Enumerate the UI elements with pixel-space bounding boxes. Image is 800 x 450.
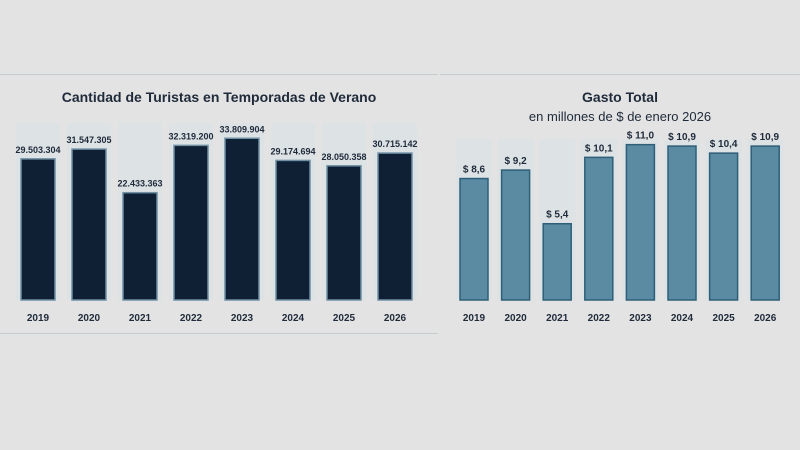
- chart1-bar-2025: [708, 152, 739, 301]
- chart1-tick-2021: 2021: [546, 313, 569, 324]
- chart0-tick-2023: 2023: [231, 313, 254, 324]
- chart0-data-label-2022: 32.319.200: [168, 131, 213, 141]
- chart0-data-label-2021: 22.433.363: [117, 179, 162, 189]
- spending-chart-svg: $ 8,6 2019 $ 9,2 2020 $ 5,4 2021 $ 10,1 2022 $ 1…: [456, 131, 784, 324]
- chart0-tick-2019: 2019: [27, 313, 50, 324]
- chart1-bar-2022: [584, 156, 614, 301]
- chart0-bar-2022: [173, 144, 209, 301]
- chart1-tick-2024: 2024: [671, 313, 694, 324]
- chart0-bar-2026: [377, 152, 413, 301]
- chart1-bar-2021: [542, 222, 572, 301]
- chart1-tick-2025: 2025: [712, 313, 735, 324]
- chart1-bar-2019: [459, 177, 489, 301]
- chart0-data-label-2025: 28.050.358: [321, 152, 366, 162]
- chart0-tick-2024: 2024: [282, 313, 305, 324]
- spending-chart-subtitle: en millones de $ de enero 2026: [528, 109, 712, 124]
- chart1-data-label-2025: $ 10,4: [710, 139, 738, 150]
- chart0-data-label-2019: 29.503.304: [15, 145, 60, 155]
- chart1-data-label-2021: $ 5,4: [546, 210, 569, 221]
- chart1-data-label-2020: $ 9,2: [504, 156, 527, 167]
- tourists-chart-svg: 29.503.304 2019 31.547.305 2020 22.433.363 20…: [15, 123, 418, 324]
- chart1-tick-2019: 2019: [463, 313, 486, 324]
- chart1-tick-2022: 2022: [588, 313, 611, 324]
- chart0-tick-2020: 2020: [78, 313, 101, 324]
- chart0-data-label-2026: 30.715.142: [372, 139, 417, 149]
- chart1-data-label-2019: $ 8,6: [463, 165, 486, 176]
- chart1-tick-2023: 2023: [629, 313, 652, 324]
- chart0-tick-2022: 2022: [180, 313, 203, 324]
- tourists-chart-title: Cantidad de Turistas en Temporadas de Ve…: [61, 89, 377, 105]
- chart1-tick-2020: 2020: [504, 313, 527, 324]
- chart0-bar-2025: [326, 165, 362, 301]
- chart0-bar-2023: [224, 137, 260, 301]
- chart0-tick-2021: 2021: [129, 313, 152, 324]
- chart0-bar-2019: [20, 158, 56, 301]
- chart0-bar-2020: [71, 148, 107, 301]
- chart1-tick-2026: 2026: [754, 313, 777, 324]
- chart1-data-label-2024: $ 10,9: [668, 132, 696, 143]
- chart0-tick-2026: 2026: [384, 313, 407, 324]
- chart1-bar-2024: [667, 145, 697, 301]
- chart1-bar-2020: [500, 169, 531, 301]
- tourists-chart-panel: Cantidad de Turistas en Temporadas de Ve…: [0, 74, 438, 334]
- chart1-bar-2023: [625, 143, 656, 301]
- chart1-data-label-2023: $ 11,0: [627, 131, 655, 142]
- spending-chart-title: Gasto Total: [582, 89, 658, 105]
- chart0-bar-2024: [275, 159, 311, 301]
- chart1-data-label-2022: $ 10,1: [585, 143, 613, 154]
- chart0-bar-2021: [122, 191, 158, 301]
- chart0-tick-2025: 2025: [333, 313, 356, 324]
- chart1-data-label-2026: $ 10,9: [751, 132, 779, 143]
- chart0-data-label-2024: 29.174.694: [270, 146, 315, 156]
- chart0-data-label-2023: 33.809.904: [219, 124, 264, 134]
- spending-chart-panel: Gasto Total en millones de $ de enero 20…: [440, 74, 800, 333]
- chart0-data-label-2020: 31.547.305: [66, 135, 111, 145]
- chart1-bar-2026: [750, 145, 780, 301]
